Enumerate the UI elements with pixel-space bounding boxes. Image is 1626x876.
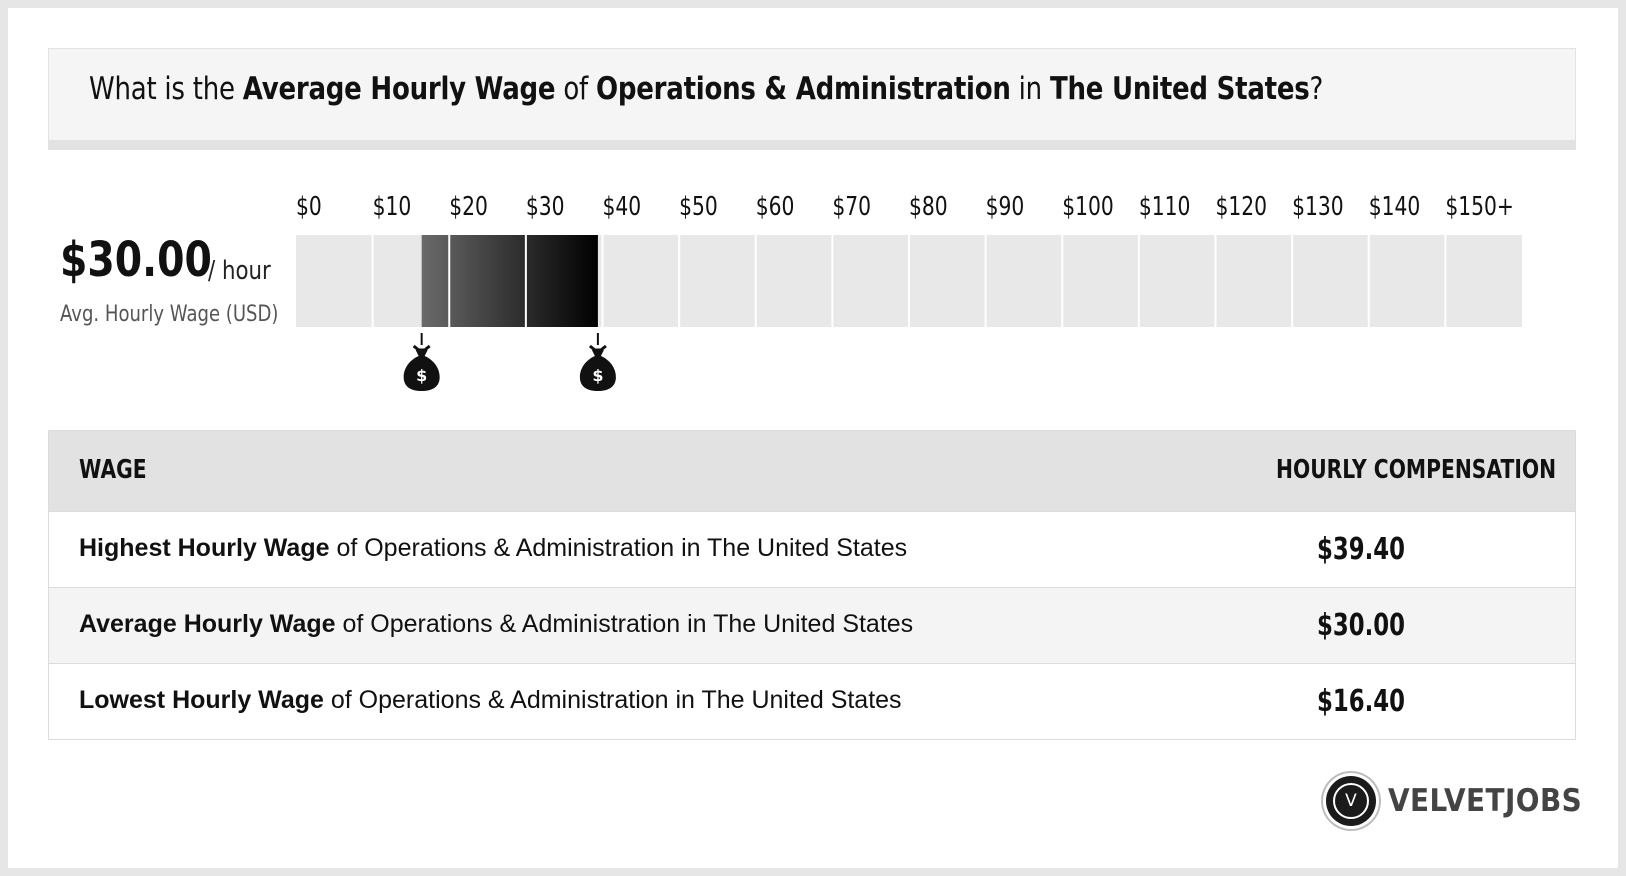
tick-label: $140 <box>1369 192 1421 222</box>
scale-track-segment <box>985 235 1063 327</box>
question-title: What is the Average Hourly Wage of Opera… <box>89 71 1323 107</box>
money-bag-icon: $ <box>579 344 616 391</box>
logo-badge-letter: V <box>1333 783 1369 819</box>
scale-track-segment <box>1062 235 1139 327</box>
logo-wordmark: VELVETJOBS <box>1388 783 1583 819</box>
row-value: $30.00 <box>1317 608 1405 643</box>
wage-scale-chart: $0 $10 $20 $30 $40 $50 $60 $70 $80 $90 $100 $110 $12… <box>296 192 1522 391</box>
row-label-rest: of Operations & Administration in The Un… <box>323 686 902 714</box>
question-metric: Average Hourly Wage <box>242 71 556 107</box>
tick-label: $10 <box>373 192 412 222</box>
scale-track-segment <box>1368 235 1446 327</box>
tick-label: $0 <box>296 192 322 222</box>
table-header: WAGE HOURLY COMPENSATION <box>49 431 1575 511</box>
row-label-bold: Highest Hourly Wage <box>79 534 330 562</box>
row-label: Lowest Hourly Wage of Operations & Admin… <box>79 686 902 715</box>
scale-track-segment <box>1138 235 1216 327</box>
table-row-highest: Highest Hourly Wage of Operations & Admi… <box>49 511 1575 587</box>
logo-badge-icon: V <box>1326 776 1376 826</box>
question-location: The United States <box>1049 71 1310 107</box>
tick-label: $20 <box>449 192 488 222</box>
tick-label: $130 <box>1292 192 1344 222</box>
table-row-lowest: Lowest Hourly Wage of Operations & Admin… <box>49 663 1575 739</box>
average-wage-unit: / hour <box>208 256 271 286</box>
tick-label: $100 <box>1062 192 1114 222</box>
row-label-bold: Average Hourly Wage <box>79 610 336 638</box>
tick-label: $150+ <box>1445 192 1514 222</box>
scale-track-segment <box>1215 235 1293 327</box>
average-wage-label: Avg. Hourly Wage (USD) <box>60 302 279 327</box>
row-label: Highest Hourly Wage of Operations & Admi… <box>79 534 907 563</box>
row-value: $16.40 <box>1317 684 1405 719</box>
tick-label: $40 <box>602 192 641 222</box>
header-hourly-compensation: HOURLY COMPENSATION <box>1276 455 1557 485</box>
velvetjobs-logo[interactable]: V VELVETJOBS <box>1326 774 1604 828</box>
tick-label: $50 <box>679 192 718 222</box>
tick-label: $30 <box>526 192 565 222</box>
row-label-bold: Lowest Hourly Wage <box>79 686 324 714</box>
row-value: $39.40 <box>1317 532 1405 567</box>
wage-range-bar <box>421 235 598 327</box>
question-occupation: Operations & Administration <box>595 71 1011 107</box>
wage-card: What is the Average Hourly Wage of Opera… <box>8 8 1618 868</box>
row-label-rest: of Operations & Administration in The Un… <box>335 610 914 638</box>
question-text-part: ? <box>1309 71 1324 107</box>
question-text-part: in <box>1010 71 1050 107</box>
tick-label: $60 <box>756 192 795 222</box>
table-row-average: Average Hourly Wage of Operations & Admi… <box>49 587 1575 663</box>
tick-label: $120 <box>1216 192 1268 222</box>
scale-track-segment <box>1445 235 1522 327</box>
question-text-part: of <box>555 71 596 107</box>
tick-label: $70 <box>832 192 871 222</box>
wage-table: WAGE HOURLY COMPENSATION Highest Hourly … <box>48 430 1576 740</box>
row-label: Average Hourly Wage of Operations & Admi… <box>79 610 913 639</box>
tick-label: $110 <box>1139 192 1191 222</box>
scale-track-segment <box>602 235 680 327</box>
tick-label: $80 <box>909 192 948 222</box>
question-header: What is the Average Hourly Wage of Opera… <box>48 48 1576 150</box>
money-bag-icon: $ <box>403 344 440 391</box>
scale-track-segment <box>909 235 986 327</box>
scale-track-segment <box>1292 235 1369 327</box>
row-label-rest: of Operations & Administration in The Un… <box>329 534 908 562</box>
average-wage-value: $30.00 <box>60 232 212 288</box>
money-bag-symbol: $ <box>416 366 427 385</box>
question-text-part: What is the <box>89 71 243 107</box>
tick-label: $90 <box>986 192 1025 222</box>
scale-track-segment <box>755 235 833 327</box>
header-wage: WAGE <box>79 455 147 485</box>
scale-track-segment <box>296 235 373 327</box>
scale-track-segment <box>679 235 756 327</box>
money-bag-symbol: $ <box>592 366 603 385</box>
scale-track-segment <box>832 235 909 327</box>
